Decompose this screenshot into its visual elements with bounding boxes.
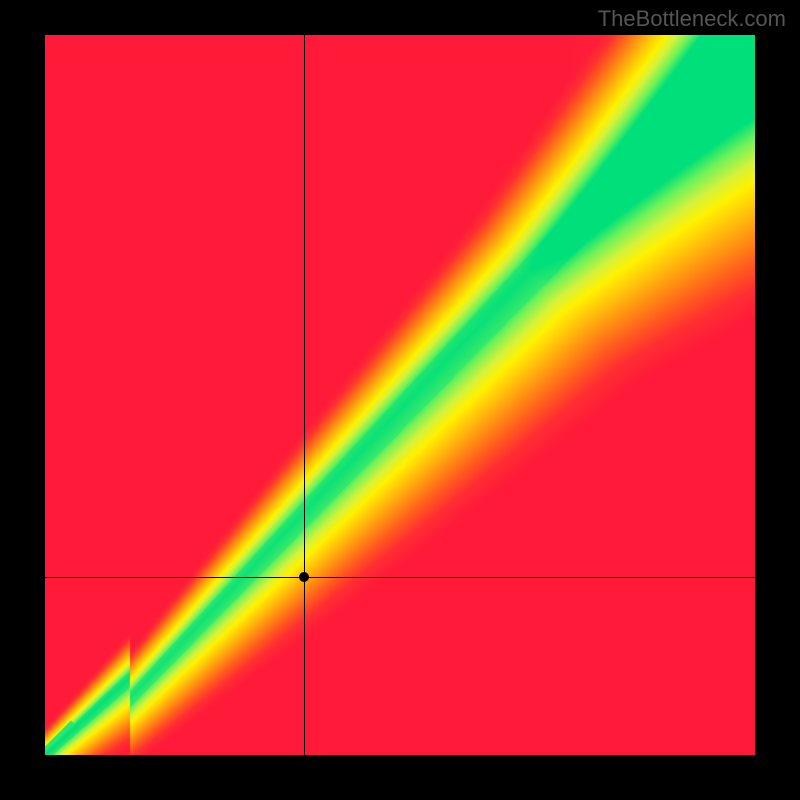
watermark-text: TheBottleneck.com xyxy=(598,6,786,32)
plot-area xyxy=(45,35,755,755)
heatmap-canvas xyxy=(45,35,755,755)
outer-frame: TheBottleneck.com xyxy=(0,0,800,800)
crosshair-horizontal xyxy=(45,577,755,578)
crosshair-vertical xyxy=(304,35,305,755)
crosshair-marker xyxy=(299,572,309,582)
